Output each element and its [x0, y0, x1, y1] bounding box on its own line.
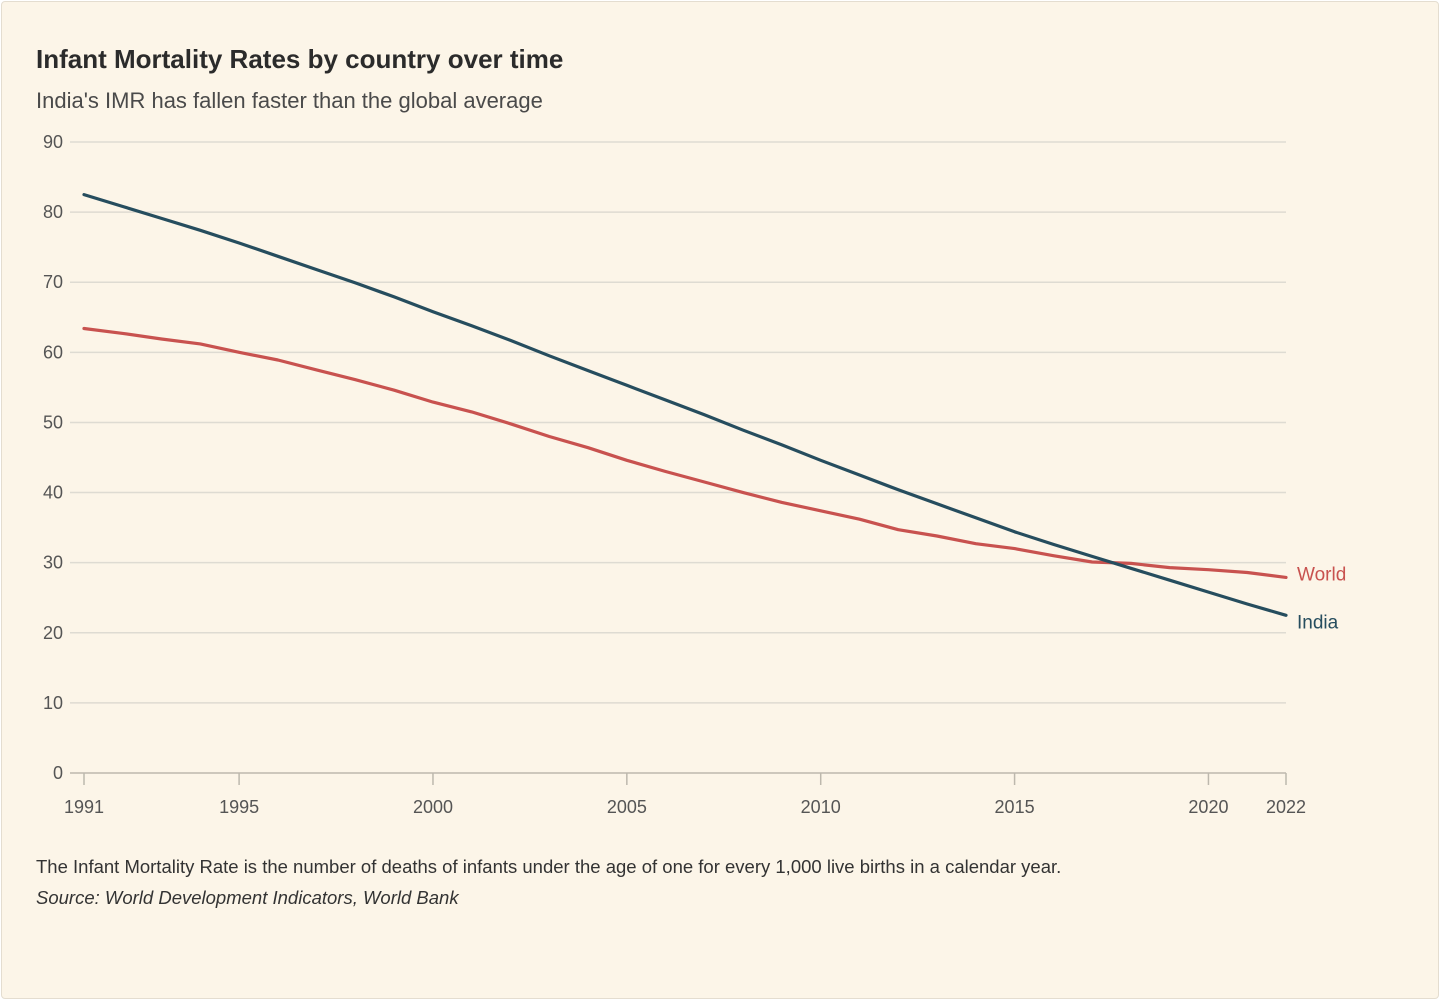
- chart-subtitle: India's IMR has fallen faster than the g…: [36, 88, 543, 113]
- series-line-world: [82, 326, 1288, 580]
- x-tick-label: 2015: [995, 797, 1035, 817]
- x-axis: 1991 1995 2000 2005 2010 2015 2020 2022: [64, 772, 1306, 817]
- x-tick-label: 2020: [1188, 797, 1228, 817]
- y-tick-label: 10: [43, 693, 63, 713]
- x-tick-label: 2000: [413, 797, 453, 817]
- y-tick-label: 20: [43, 623, 63, 643]
- series-label-india: India: [1297, 612, 1339, 633]
- series-label-world: World: [1297, 564, 1346, 585]
- grid-lines: [70, 141, 1286, 704]
- x-tick-label: 1995: [219, 797, 259, 817]
- y-tick-label: 90: [43, 132, 63, 152]
- series-labels: World India: [1297, 564, 1346, 633]
- y-tick-label: 60: [43, 342, 63, 362]
- y-axis-ticks: 0 10 20 30 40 50 60 70 80 90: [43, 132, 63, 783]
- y-tick-label: 40: [43, 483, 63, 503]
- series-line-india: [82, 193, 1288, 617]
- y-tick-label: 80: [43, 202, 63, 222]
- chart-note: The Infant Mortality Rate is the number …: [36, 856, 1062, 877]
- x-tick-label: 2022: [1266, 797, 1306, 817]
- y-tick-label: 70: [43, 272, 63, 292]
- chart-source: Source: World Development Indicators, Wo…: [36, 887, 459, 908]
- y-tick-label: 30: [43, 553, 63, 573]
- x-tick-label: 2005: [607, 797, 647, 817]
- x-tick-label: 1991: [64, 797, 104, 817]
- y-tick-label: 0: [53, 763, 63, 783]
- series-lines: [82, 193, 1288, 617]
- x-tick-label: 2010: [801, 797, 841, 817]
- y-tick-label: 50: [43, 412, 63, 432]
- chart-title: Infant Mortality Rates by country over t…: [36, 44, 564, 74]
